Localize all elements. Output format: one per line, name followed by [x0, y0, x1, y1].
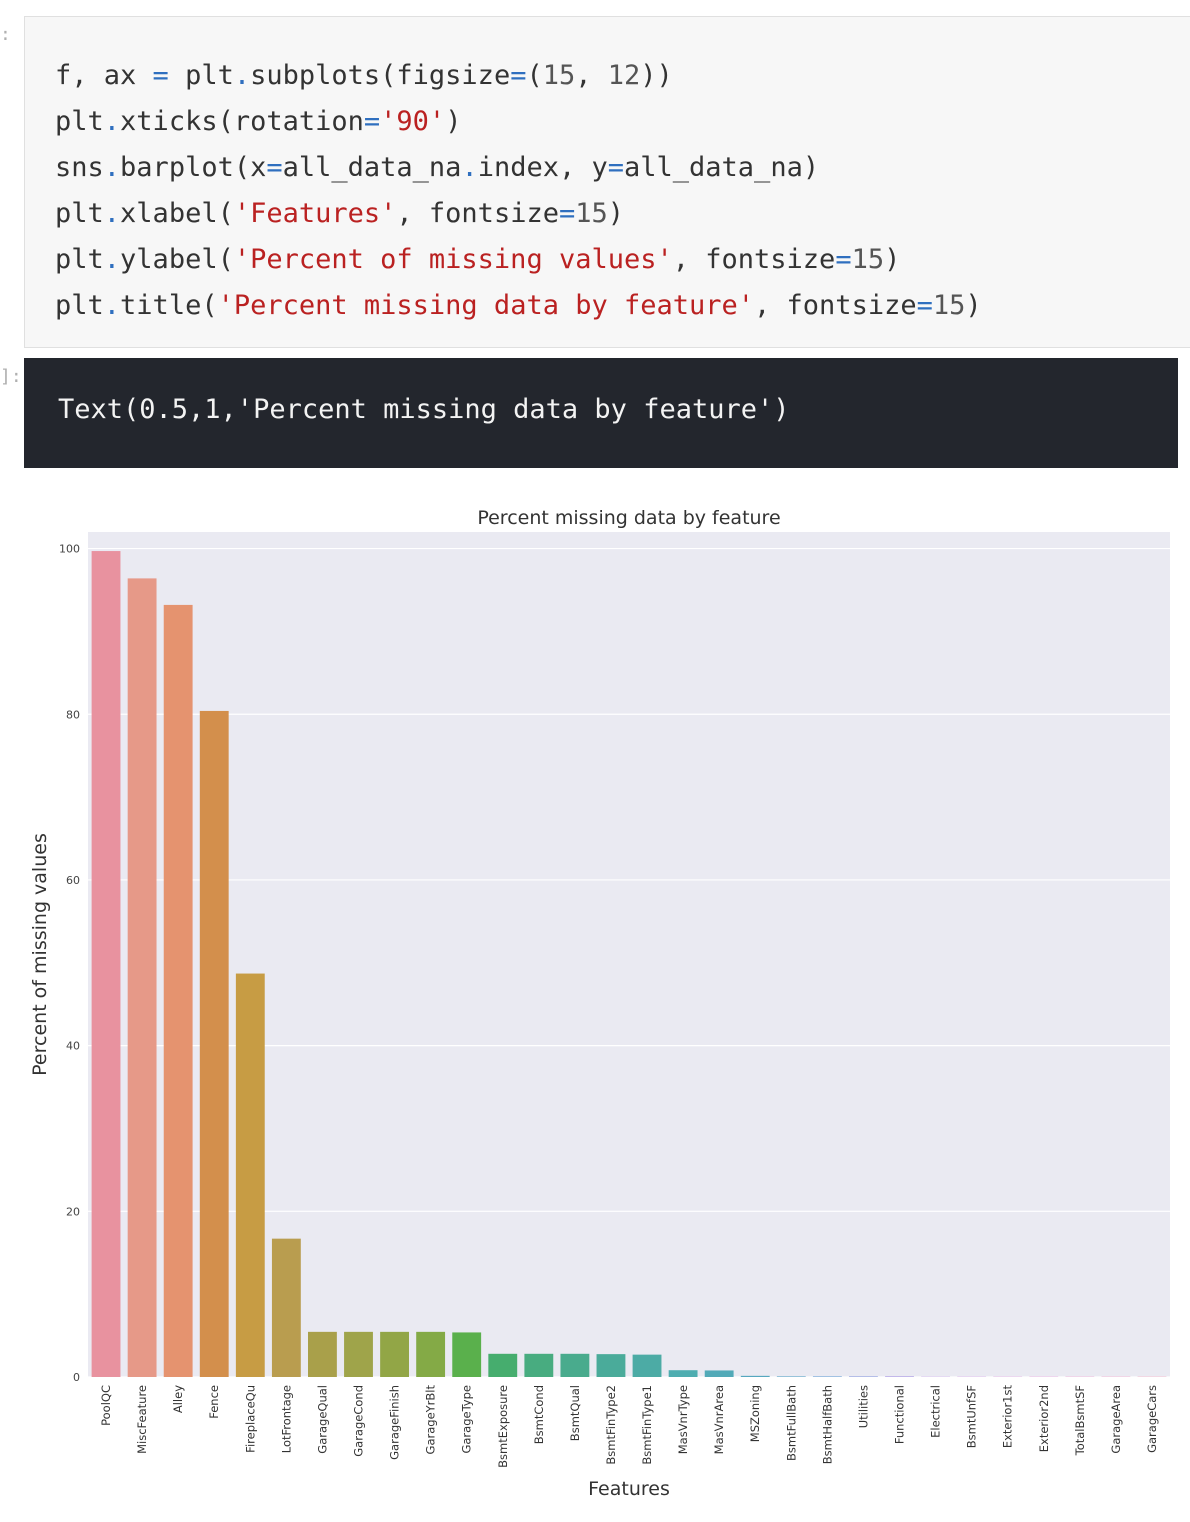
code-line: f, ax = plt.subplots(figsize=(15, 12)) [55, 60, 673, 91]
bar [344, 1331, 373, 1377]
y-tick-label: 0 [73, 1371, 80, 1384]
x-tick-label: BsmtUnfSF [965, 1385, 979, 1448]
bar-chart: 0 20 40 60 80 100 PoolQC MiscFeature Alley Fence F… [29, 507, 1170, 1500]
x-tick-label: BsmtExposure [496, 1385, 510, 1468]
code-line: plt.xlabel('Features', fontsize=15) [55, 198, 625, 229]
x-tick-label: MasVnrArea [712, 1385, 726, 1454]
bar [380, 1331, 409, 1377]
bar [127, 578, 157, 1377]
bar [488, 1353, 518, 1377]
bar [163, 604, 193, 1377]
bar [235, 973, 265, 1377]
bar [308, 1331, 337, 1377]
x-tick-label: Exterior2nd [1037, 1385, 1051, 1452]
bar [452, 1332, 482, 1377]
code-line: plt.ylabel('Percent of missing values', … [55, 244, 901, 275]
bar [632, 1354, 662, 1377]
output-text: Text(0.5,1,'Percent missing data by feat… [58, 394, 790, 425]
x-axis-label: Features [588, 1478, 670, 1500]
x-tick-label: BsmtCond [532, 1385, 546, 1444]
x-tick-label: LotFrontage [279, 1385, 293, 1453]
x-tick-label: MSZoning [748, 1385, 762, 1442]
x-tick-label: GarageQual [315, 1385, 329, 1454]
bar [704, 1370, 734, 1377]
x-tick-label: MasVnrType [676, 1385, 690, 1454]
x-tick-label: Alley [171, 1385, 185, 1413]
x-tick-label: GarageFinish [388, 1385, 402, 1460]
code-cell[interactable]: f, ax = plt.subplots(figsize=(15, 12)) pl… [24, 16, 1190, 348]
x-tick-label: GarageCond [352, 1385, 366, 1457]
x-tick-label: PoolQC [99, 1385, 113, 1426]
bar [668, 1370, 698, 1377]
x-tick-label: Exterior1st [1001, 1385, 1015, 1449]
code-line: plt.title('Percent missing data by featu… [55, 290, 982, 321]
bar [812, 1376, 842, 1377]
code-block: f, ax = plt.subplots(figsize=(15, 12)) pl… [55, 53, 982, 329]
bar [885, 1376, 914, 1377]
input-prompt: : [0, 24, 11, 45]
y-tick-label: 40 [66, 1040, 80, 1053]
output-prompt: ]: [0, 366, 22, 387]
bar [271, 1238, 301, 1377]
code-line: sns.barplot(x=all_data_na.index, y=all_d… [55, 152, 820, 183]
x-tick-label: FireplaceQu [243, 1385, 257, 1453]
output-cell: Text(0.5,1,'Percent missing data by feat… [24, 358, 1178, 468]
x-tick-label: BsmtQual [568, 1385, 582, 1441]
x-tick-label: GarageArea [1109, 1385, 1123, 1454]
x-tick-label: Functional [893, 1385, 907, 1444]
x-tick-label: GarageType [460, 1385, 474, 1454]
x-tick-label: Electrical [929, 1385, 943, 1438]
bar [740, 1375, 770, 1377]
bar [560, 1353, 590, 1377]
y-tick-label: 100 [59, 543, 80, 556]
x-tick-label: GarageYrBlt [424, 1385, 438, 1455]
x-tick-label: BsmtFinType2 [604, 1385, 618, 1465]
y-tick-label: 20 [66, 1205, 80, 1218]
y-axis-label: Percent of missing values [29, 833, 51, 1076]
x-tick-label: Fence [207, 1385, 221, 1419]
x-tick-label: GarageCars [1145, 1385, 1159, 1453]
x-tick-label: MiscFeature [135, 1385, 149, 1454]
chart-title: Percent missing data by feature [477, 507, 780, 529]
x-tick-label: BsmtHalfBath [820, 1385, 834, 1464]
plot-area [88, 532, 1170, 1377]
bar [596, 1354, 626, 1377]
bar [91, 551, 121, 1377]
x-tick-label: Utilities [856, 1385, 870, 1428]
x-tick-label: BsmtFinType1 [640, 1385, 654, 1465]
code-line: plt.xticks(rotation='90') [55, 106, 462, 137]
bar [524, 1353, 554, 1377]
bar [199, 710, 229, 1377]
bar [776, 1376, 806, 1377]
bar [416, 1331, 446, 1377]
y-tick-label: 80 [66, 708, 80, 721]
y-tick-label: 60 [66, 874, 80, 887]
x-tick-label: TotalBsmtSF [1073, 1385, 1087, 1456]
bar [849, 1376, 878, 1377]
x-tick-label: BsmtFullBath [784, 1385, 798, 1461]
